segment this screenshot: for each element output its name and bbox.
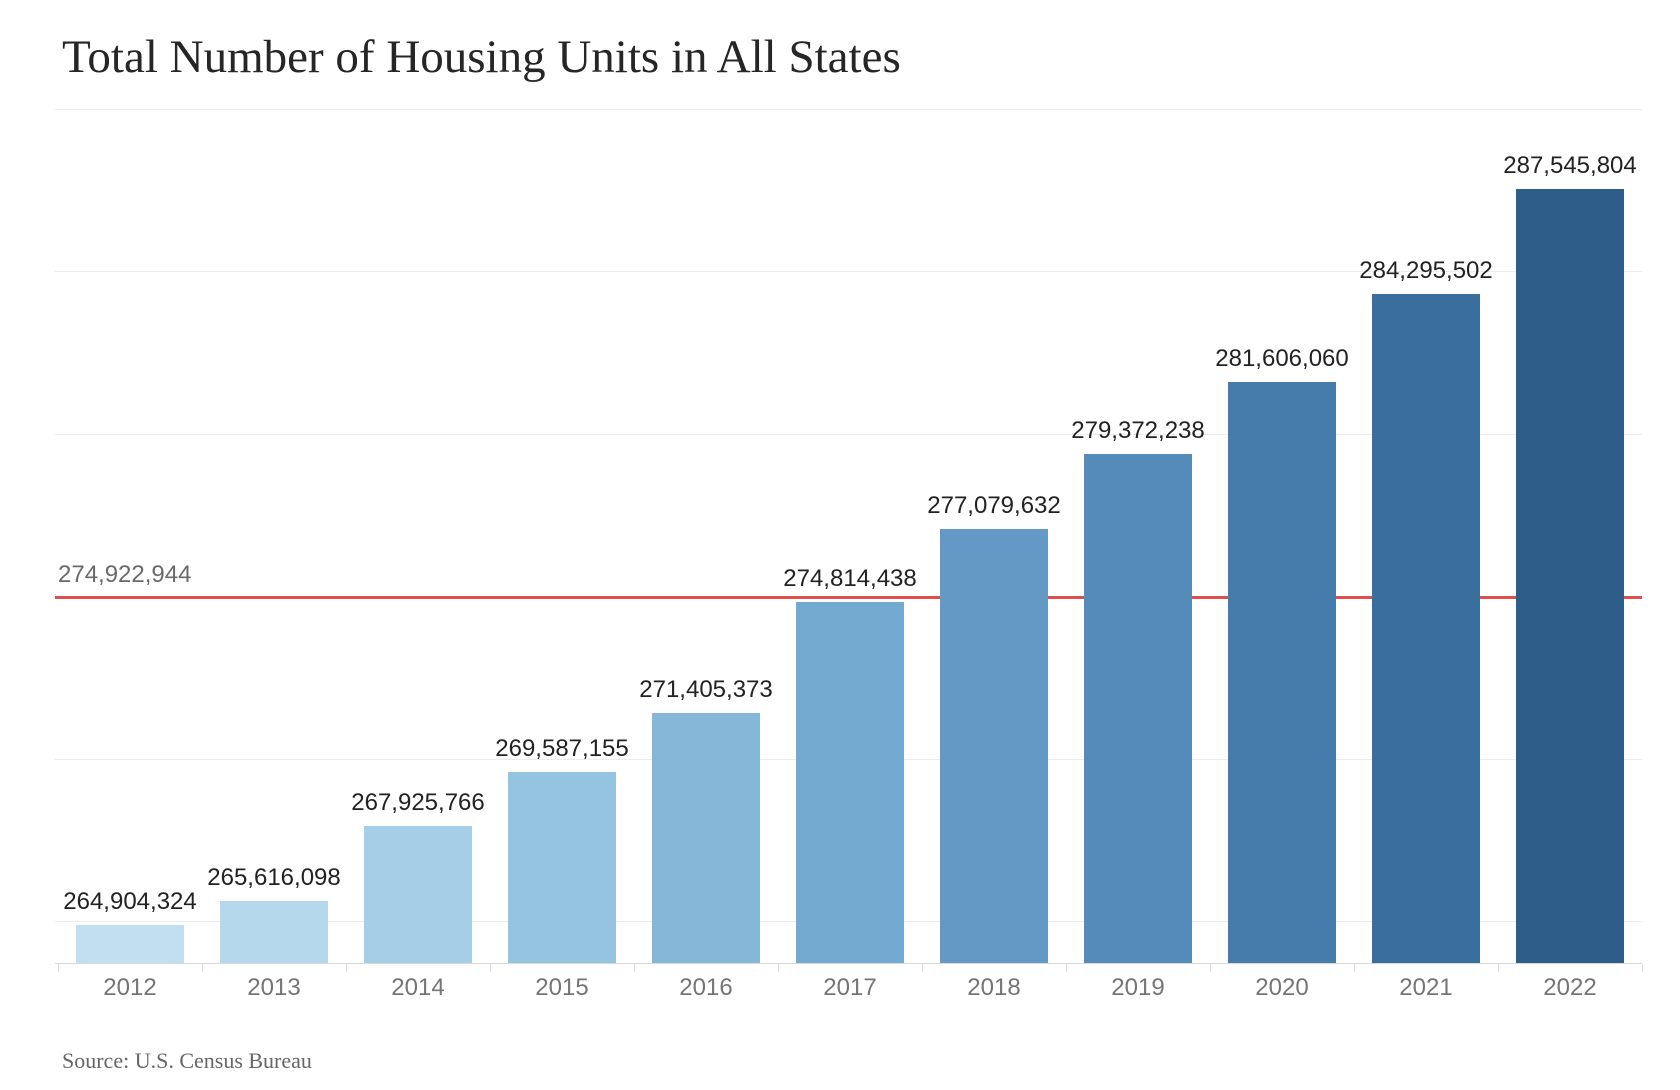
x-tick-label-2013: 2013 xyxy=(247,974,301,1001)
x-axis-tick xyxy=(778,964,779,972)
x-axis-tick xyxy=(1642,964,1643,972)
bar-2018 xyxy=(940,528,1048,963)
x-tick-label-2018: 2018 xyxy=(967,974,1021,1001)
bar-2014 xyxy=(364,826,472,963)
value-label-2013: 265,616,098 xyxy=(207,864,341,892)
x-tick-label-2016: 2016 xyxy=(679,974,733,1001)
bar-2015 xyxy=(508,772,616,963)
value-label-2014: 267,925,766 xyxy=(351,789,485,817)
value-label-2020: 281,606,060 xyxy=(1215,344,1349,372)
reference-line xyxy=(55,595,1642,600)
x-tick-label-2021: 2021 xyxy=(1399,974,1453,1001)
value-label-2016: 271,405,373 xyxy=(639,676,773,704)
x-axis-tick xyxy=(202,964,203,972)
x-axis-tick xyxy=(922,964,923,972)
reference-line-label: 274,922,944 xyxy=(58,560,192,588)
x-axis-tick xyxy=(1498,964,1499,972)
bar-2013 xyxy=(220,901,328,963)
x-axis-tick xyxy=(1354,964,1355,972)
x-tick-label-2022: 2022 xyxy=(1543,974,1597,1001)
value-label-2017: 274,814,438 xyxy=(783,565,917,593)
bar-2020 xyxy=(1228,381,1336,963)
bar-2019 xyxy=(1084,454,1192,963)
bar-2016 xyxy=(652,713,760,963)
gridline-285000000 xyxy=(55,271,1642,273)
x-tick-label-2020: 2020 xyxy=(1255,974,1309,1001)
x-axis-tick xyxy=(1210,964,1211,972)
value-label-2015: 269,587,155 xyxy=(495,735,629,763)
chart-title: Total Number of Housing Units in All Sta… xyxy=(62,31,901,83)
value-label-2018: 277,079,632 xyxy=(927,491,1061,519)
value-label-2012: 264,904,324 xyxy=(63,887,197,915)
plot-area: 274,922,944 264,904,324 2012 265,616,098 20… xyxy=(55,0,1643,1001)
bar-2017 xyxy=(796,602,904,963)
value-label-2019: 279,372,238 xyxy=(1071,417,1205,445)
x-axis-tick xyxy=(634,964,635,972)
x-axis-line xyxy=(55,963,1642,964)
x-axis-tick xyxy=(490,964,491,972)
gridline-290000000 xyxy=(55,108,1642,110)
x-tick-label-2017: 2017 xyxy=(823,974,877,1001)
bar-2022 xyxy=(1516,188,1624,963)
x-tick-label-2015: 2015 xyxy=(535,974,589,1001)
x-tick-label-2014: 2014 xyxy=(391,974,445,1001)
x-tick-label-2012: 2012 xyxy=(103,974,157,1001)
x-axis-tick xyxy=(346,964,347,972)
x-axis-tick xyxy=(1066,964,1067,972)
bar-2021 xyxy=(1372,294,1480,963)
value-label-2022: 287,545,804 xyxy=(1503,151,1637,179)
source-note: Source: U.S. Census Bureau xyxy=(62,1048,312,1073)
x-axis-tick xyxy=(58,964,59,972)
gridline-280000000 xyxy=(55,433,1642,435)
bar-2012 xyxy=(76,924,184,963)
value-label-2021: 284,295,502 xyxy=(1359,257,1493,285)
x-tick-label-2019: 2019 xyxy=(1111,974,1165,1001)
